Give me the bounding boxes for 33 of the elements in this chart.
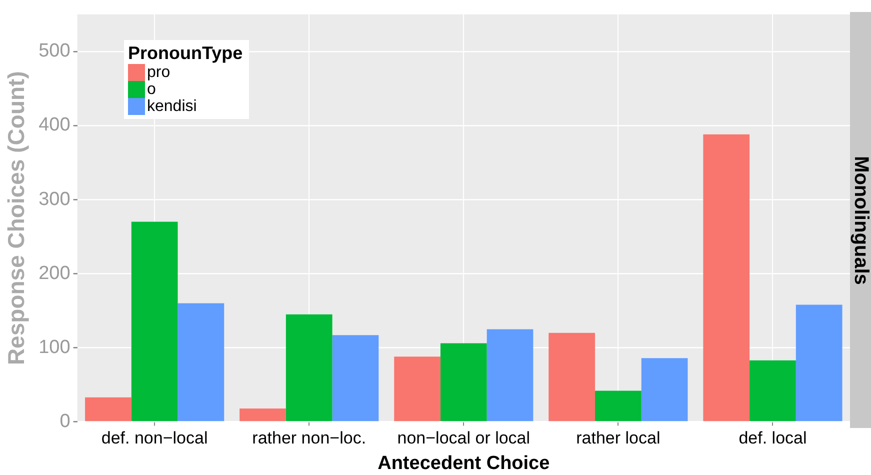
bar bbox=[641, 358, 688, 422]
y-tick-label: 100 bbox=[38, 336, 70, 358]
bar bbox=[85, 397, 132, 422]
bar bbox=[394, 356, 440, 422]
legend-label: o bbox=[147, 81, 156, 98]
legend-label: pro bbox=[147, 64, 170, 81]
x-tick-label: def. non−local bbox=[101, 428, 208, 448]
text: Monolinguals bbox=[849, 156, 871, 284]
bar bbox=[548, 332, 596, 422]
x-tick-label: rather non−loc. bbox=[252, 428, 366, 448]
y-tick-label: 500 bbox=[38, 40, 70, 62]
bar bbox=[486, 329, 534, 422]
bar bbox=[440, 343, 487, 422]
y-tick-label: 300 bbox=[38, 188, 70, 210]
bar bbox=[286, 314, 332, 422]
x-axis-title: Antecedent Choice bbox=[378, 452, 550, 474]
x-tick-label: non−local or local bbox=[397, 428, 530, 448]
bar bbox=[131, 222, 178, 422]
bar bbox=[750, 360, 796, 422]
bar bbox=[240, 408, 286, 422]
y-axis-title: Response Choices (Count) bbox=[3, 71, 30, 366]
bar bbox=[178, 303, 224, 422]
bar bbox=[595, 390, 642, 422]
bar bbox=[796, 304, 842, 422]
y-tick-label: 400 bbox=[38, 114, 70, 136]
y-tick-label: 0 bbox=[60, 411, 70, 432]
legend-title: PronounType bbox=[128, 43, 243, 64]
x-tick-label: rather local bbox=[576, 428, 660, 448]
x-tick-label: def. local bbox=[738, 428, 807, 448]
y-tick-label: 200 bbox=[38, 262, 70, 284]
bar bbox=[703, 134, 750, 422]
bar bbox=[332, 335, 379, 422]
legend-label: kendisi bbox=[147, 98, 197, 115]
